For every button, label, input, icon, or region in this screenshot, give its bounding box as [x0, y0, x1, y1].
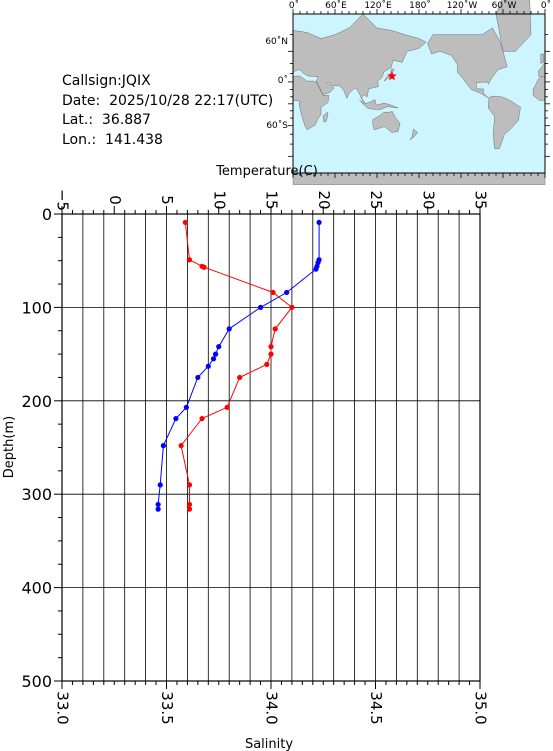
temperature-data-point [157, 482, 163, 488]
temperature-data-point [257, 304, 264, 310]
temperature-data-point [183, 404, 189, 410]
salinity-data-point [182, 219, 188, 226]
temperature-data-point [205, 363, 211, 369]
depth-axis-title: Depth(m) [2, 416, 17, 478]
salinity-data-point [264, 361, 270, 367]
salinity-data-point [186, 257, 193, 263]
temperature-data-point [173, 415, 179, 422]
salinity-data-point [186, 482, 193, 488]
temperature-tick-label: 20 [315, 190, 333, 209]
temperature-tick-label: 10 [210, 190, 228, 209]
salinity-data-point [186, 506, 193, 512]
depth-tick-label: 0 [42, 205, 52, 224]
temperature-data-point [195, 374, 201, 381]
temperature-axis-title: Temperature(C) [215, 164, 318, 179]
salinity-data-point [224, 404, 230, 410]
salinity-data-point [268, 351, 274, 357]
salinity-tick-label: 34.0 [263, 691, 281, 724]
station-info: Callsign:JQIX Date: 2025/10/28 22:17(UTC… [62, 72, 273, 150]
temperature-tick-label: 25 [367, 190, 385, 209]
depth-tick-label: 300 [21, 485, 52, 504]
depth-tick-label: 400 [21, 579, 52, 598]
salinity-tick-label: 33.5 [158, 691, 176, 724]
temperature-data-point [210, 356, 217, 362]
salinity-axis-title: Salinity [245, 737, 293, 751]
salinity-data-point [272, 326, 278, 332]
salinity-tick-label: 34.5 [367, 691, 385, 724]
salinity-data-point [268, 344, 274, 350]
axis-ticks [54, 206, 481, 689]
latitude-text: Lat.: 36.887 [62, 112, 151, 128]
temperature-data-point [160, 443, 166, 449]
temperature-tick-label: −5 [54, 189, 72, 211]
salinity-data-point [289, 304, 295, 310]
plot-frame [61, 213, 481, 682]
grid-lines [61, 213, 481, 682]
callsign-text: Callsign:JQIX [62, 73, 151, 89]
temperature-data-point [213, 351, 219, 357]
salinity-data-point [199, 415, 205, 422]
salinity-tick-label: 33.0 [54, 691, 72, 724]
temperature-tick-label: 0 [106, 195, 124, 205]
date-text: Date: 2025/10/28 22:17(UTC) [62, 92, 274, 109]
temperature-data-point [316, 219, 322, 226]
temperature-data-point [216, 344, 222, 350]
salinity-data-point [201, 264, 207, 270]
salinity-tick-label: 35.0 [472, 691, 490, 724]
temperature-tick-label: 30 [419, 190, 437, 209]
salinity-data-point [270, 289, 276, 296]
temperature-data-point [313, 266, 319, 272]
temperature-tick-label: 35 [472, 190, 490, 209]
depth-tick-label: 100 [21, 298, 52, 317]
salinity-tick-labels: 33.0 33.5 34.0 34.5 35.0 [54, 691, 490, 724]
temperature-data-point [226, 326, 232, 332]
depth-tick-label: 500 [21, 672, 52, 691]
depth-tick-label: 200 [21, 392, 52, 411]
salinity-data-point [178, 443, 184, 449]
temperature-data-point [155, 506, 161, 512]
temperature-data-point [284, 289, 290, 296]
temperature-tick-labels: −5 0 5 10 15 20 25 30 35 [54, 189, 490, 211]
salinity-data-point [237, 374, 243, 381]
longitude-text: Lon.: 141.438 [62, 131, 163, 148]
data-series [155, 219, 322, 512]
depth-tick-labels: 0 100 200 300 400 500 [21, 205, 52, 691]
salinity-data-point [186, 501, 193, 508]
temperature-tick-label: 15 [263, 190, 281, 209]
temperature-data-point [155, 501, 161, 508]
temperature-tick-label: 5 [158, 195, 176, 205]
